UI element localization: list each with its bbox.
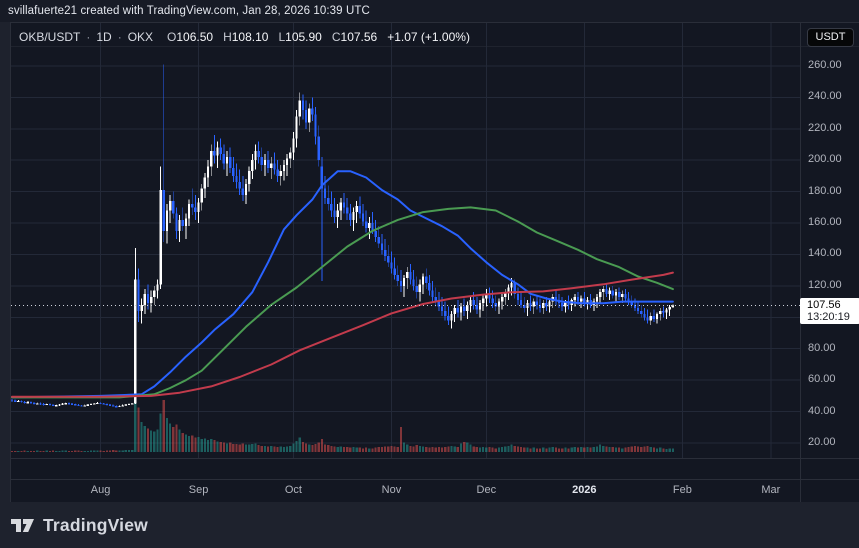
time-tick-label: Oct bbox=[284, 484, 302, 496]
tradingview-logo[interactable]: TradingView bbox=[10, 512, 148, 538]
time-tick-label: Dec bbox=[476, 484, 497, 496]
price-tick-label: 80.00 bbox=[808, 341, 836, 354]
time-tick-label: Aug bbox=[90, 484, 111, 496]
time-tick-label: 2026 bbox=[572, 484, 597, 496]
ohlc-item: L105.90 bbox=[278, 30, 322, 44]
ohlc-item: C107.56 bbox=[331, 30, 378, 44]
tradingview-brand-text: TradingView bbox=[43, 514, 148, 535]
change-value: +1.07 (+1.00%) bbox=[387, 30, 470, 44]
ohlc-item: H108.10 bbox=[223, 30, 269, 44]
price-tick-label: 180.00 bbox=[808, 184, 842, 197]
footer-bar: TradingView bbox=[0, 502, 859, 548]
price-axis[interactable]: USDT 260.00 240.00 220.00 200.00 180.00 160.0… bbox=[800, 23, 859, 502]
exchange-label: OKX bbox=[127, 30, 154, 44]
symbol-name[interactable]: OKB/USDT bbox=[19, 30, 81, 44]
price-tick-label: 60.00 bbox=[808, 373, 836, 386]
time-tick-label: Sep bbox=[188, 484, 209, 496]
ohlc-values: O106.50 H108.10 L105.90 C107.56 bbox=[167, 30, 387, 44]
last-price-value: 107.56 bbox=[807, 299, 841, 312]
chart-panel: OKB/USDT · 1D · OKX O106.50 H108.10 L105.9… bbox=[10, 22, 859, 502]
currency-usdt-button[interactable]: USDT bbox=[807, 28, 854, 47]
price-tick-label: 20.00 bbox=[808, 435, 836, 448]
last-price-label: 107.56 13:20:19 bbox=[800, 298, 859, 325]
price-tick-label: 260.00 bbox=[808, 59, 842, 71]
attribution-text: svillafuerte21 created with TradingView.… bbox=[8, 5, 370, 17]
time-tick-label: Nov bbox=[381, 484, 402, 496]
chart-legend: OKB/USDT · 1D · OKX O106.50 H108.10 L105.9… bbox=[19, 28, 470, 46]
pane-separator[interactable] bbox=[11, 458, 859, 459]
price-tick-label: 120.00 bbox=[808, 278, 842, 291]
time-axis[interactable]: Aug Sep Oct Nov Dec 2026 Feb Mar bbox=[11, 480, 800, 502]
time-axis-separator bbox=[11, 479, 859, 480]
price-tick-label: 160.00 bbox=[808, 216, 842, 229]
time-tick-label: Mar bbox=[761, 484, 781, 496]
legend-separator: · bbox=[86, 30, 91, 44]
tradingview-logo-icon bbox=[11, 519, 34, 532]
ohlc-item: O106.50 bbox=[167, 30, 214, 44]
price-tick-label: 200.00 bbox=[808, 153, 842, 166]
price-tick-label: 240.00 bbox=[808, 90, 842, 103]
legend-separator: · bbox=[117, 30, 122, 44]
price-tick-label: 40.00 bbox=[808, 404, 836, 417]
price-axis-separator bbox=[800, 23, 801, 502]
price-tick-label: 140.00 bbox=[808, 247, 842, 260]
candlestick-chart[interactable] bbox=[11, 23, 801, 459]
countdown-timer: 13:20:19 bbox=[807, 311, 850, 324]
price-tick-label: 220.00 bbox=[808, 121, 842, 134]
time-tick-label: Feb bbox=[672, 484, 692, 496]
interval-label[interactable]: 1D bbox=[96, 30, 112, 44]
header-divider bbox=[11, 46, 859, 47]
attribution-bar: svillafuerte21 created with TradingView.… bbox=[0, 0, 859, 22]
